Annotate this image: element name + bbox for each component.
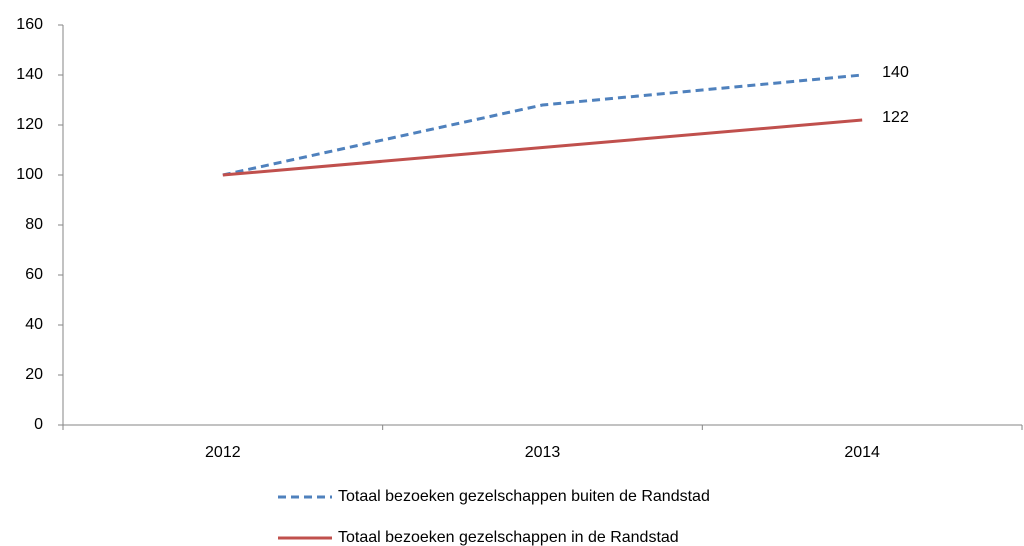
x-tick-label: 2014 xyxy=(844,444,880,461)
series-line xyxy=(222,73,863,177)
y-tick-label: 160 xyxy=(16,16,43,33)
y-tick-label: 140 xyxy=(16,66,43,83)
y-tick-label: 80 xyxy=(25,216,43,233)
y-tick-label: 0 xyxy=(34,416,43,433)
data-label: 140 xyxy=(882,64,909,81)
legend-label: Totaal bezoeken gezelschappen buiten de … xyxy=(338,488,710,505)
x-tick-label: 2013 xyxy=(525,444,561,461)
y-tick-label: 40 xyxy=(25,316,43,333)
data-label: 122 xyxy=(882,109,909,126)
legend-label: Totaal bezoeken gezelschappen in de Rand… xyxy=(338,529,679,546)
series-line xyxy=(222,118,863,177)
x-tick-label: 2012 xyxy=(205,444,241,461)
y-tick-label: 20 xyxy=(25,366,43,383)
y-tick-label: 120 xyxy=(16,116,43,133)
y-tick-label: 60 xyxy=(25,266,43,283)
y-tick-label: 100 xyxy=(16,166,43,183)
